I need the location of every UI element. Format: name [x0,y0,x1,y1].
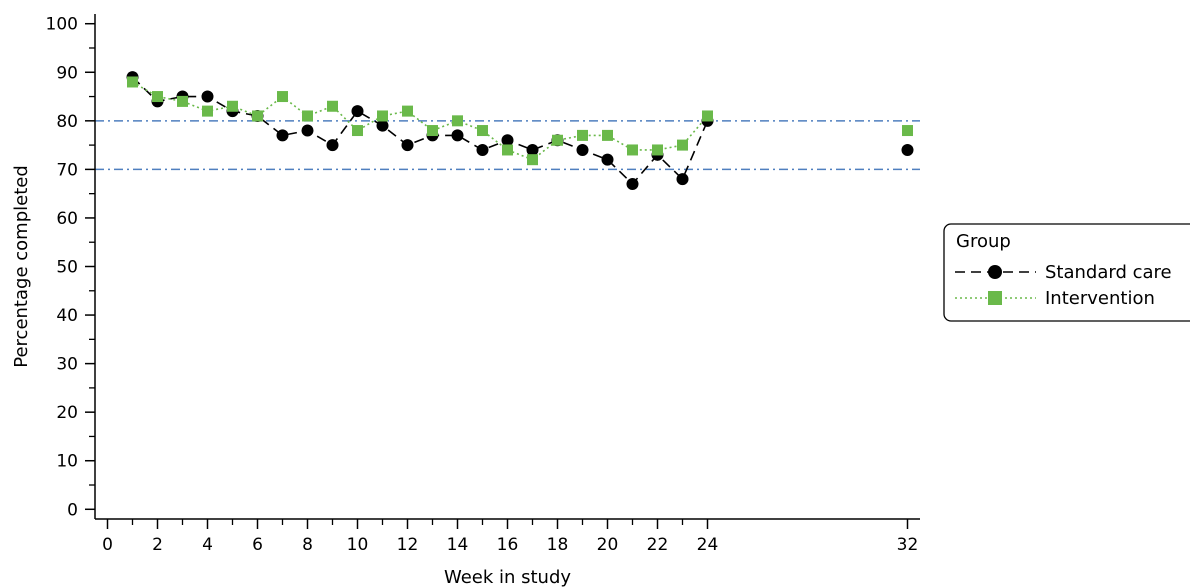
point-intervention-4 [202,105,213,117]
point-intervention-32 [902,125,913,137]
legend-label-standard-care: Standard care [1045,262,1172,283]
x-tick-label-12: 12 [397,535,419,555]
point-intervention-21 [627,144,638,156]
point-standard-care-15 [476,143,489,156]
y-tick-label-30: 30 [56,355,78,375]
legend: Group Standard care Intervention [943,223,1190,322]
y-tick-label-50: 50 [56,258,78,278]
point-intervention-3 [177,95,188,107]
axes [94,14,920,520]
point-intervention-17 [527,154,538,166]
point-intervention-9 [327,100,338,112]
reference-lines [95,120,920,171]
x-tick-label-6: 6 [252,535,263,555]
point-standard-care-8 [301,124,314,137]
y-tick-label-80: 80 [56,112,78,132]
point-standard-care-23 [676,173,689,186]
x-tick-label-8: 8 [302,535,313,555]
x-tick-label-14: 14 [447,535,469,555]
point-standard-care-7 [276,129,289,142]
legend-title: Group [956,231,1011,252]
point-intervention-18 [552,134,563,146]
point-standard-care-10 [351,105,364,118]
point-intervention-14 [452,115,463,127]
point-intervention-16 [502,144,513,156]
x-tick-label-0: 0 [102,535,113,555]
point-standard-care-20 [601,153,614,166]
point-standard-care-9 [326,139,339,152]
legend-label-intervention: Intervention [1045,288,1155,309]
point-intervention-5 [227,100,238,112]
legend-marker-intervention [988,291,1002,305]
point-intervention-13 [427,125,438,137]
x-tick-label-10: 10 [347,535,369,555]
x-axis-title: Week in study [444,567,571,587]
series-standard-care [126,71,914,190]
point-standard-care-14 [451,129,464,142]
series-intervention [127,76,913,166]
point-intervention-20 [602,129,613,141]
y-tick-label-40: 40 [56,306,78,326]
point-standard-care-12 [401,139,414,152]
point-intervention-6 [252,110,263,122]
point-intervention-7 [277,91,288,103]
point-intervention-11 [377,110,388,122]
point-standard-care-19 [576,143,589,156]
point-intervention-23 [677,139,688,151]
series-line-standard-care [131,76,709,186]
point-intervention-2 [152,91,163,103]
point-standard-care-32 [901,143,914,156]
legend-entry-intervention: Intervention [955,288,1155,309]
x-tick-label-18: 18 [547,535,569,555]
x-tick-label-20: 20 [597,535,619,555]
x-tick-label-4: 4 [202,535,213,555]
y-tick-label-90: 90 [56,63,78,83]
x-tick-label-16: 16 [497,535,519,555]
point-intervention-22 [652,144,663,156]
y-tick-label-100: 100 [46,15,78,35]
point-standard-care-21 [626,177,639,190]
point-standard-care-16 [501,134,514,147]
y-tick-label-10: 10 [56,452,78,472]
point-intervention-10 [352,125,363,137]
x-tick-label-24: 24 [697,535,719,555]
y-tick-label-70: 70 [56,160,78,180]
point-standard-care-17 [526,143,539,156]
point-intervention-24 [702,110,713,122]
x-tick-label-2: 2 [152,535,163,555]
point-intervention-15 [477,125,488,137]
x-tick-label-32: 32 [897,535,919,555]
y-tick-label-20: 20 [56,403,78,423]
y-axis-title: Percentage completed [11,165,32,367]
y-ticks: 0 10 20 30 40 50 60 70 80 90 100 [46,15,95,520]
x-tick-label-22: 22 [647,535,669,555]
point-intervention-8 [302,110,313,122]
series-layer [126,71,914,190]
point-intervention-1 [127,76,138,88]
legend-marker-standard-care [988,265,1002,279]
point-intervention-12 [402,105,413,117]
x-ticks: 0 2 4 6 8 10 12 14 16 18 20 22 24 32 [102,519,918,555]
legend-entry-standard-care: Standard care [955,262,1172,283]
point-standard-care-11 [376,119,389,132]
legend-entries: Standard care Intervention [955,262,1172,309]
legend-box [943,223,1190,322]
y-tick-label-60: 60 [56,209,78,229]
point-intervention-19 [577,129,588,141]
y-tick-label-0: 0 [67,500,78,520]
point-standard-care-4 [201,90,214,103]
